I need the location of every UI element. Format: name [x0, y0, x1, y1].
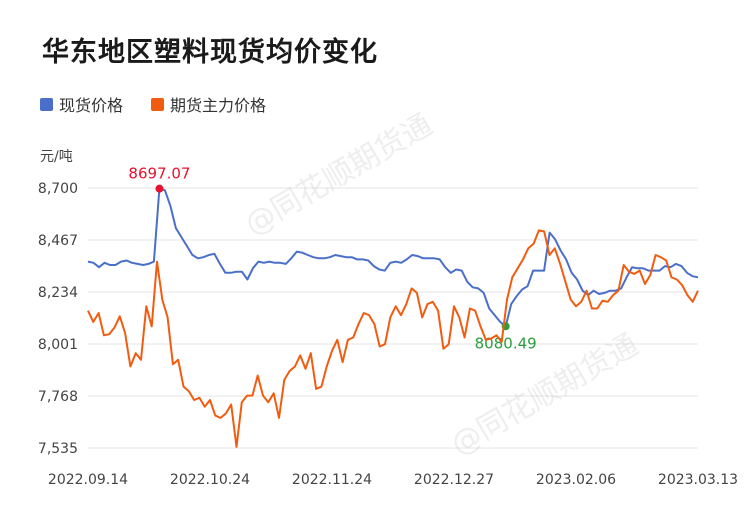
x-tick-label: 2022.10.24 [170, 472, 250, 488]
legend-label-spot: 现货价格 [59, 96, 124, 115]
chart-title: 华东地区塑料现货均价变化 [42, 37, 378, 68]
y-tick-label: 8,700 [38, 181, 78, 197]
legend-label-futures: 期货主力价格 [170, 96, 267, 115]
annotation-label: 8697.07 [128, 165, 190, 183]
x-tick-label: 2023.03.13 [658, 472, 738, 488]
legend-swatch-spot [40, 97, 53, 111]
annotation-marker [155, 184, 164, 193]
series-line-futures [87, 229, 699, 448]
x-tick-label: 2022.11.24 [292, 472, 372, 488]
legend-item-spot[interactable]: 现货价格 [40, 92, 123, 116]
y-tick-label: 7,535 [38, 441, 78, 457]
x-tick-label: 2022.09.14 [48, 472, 128, 488]
series-line-spot [87, 187, 699, 328]
x-tick-label: 2022.12.27 [414, 472, 494, 488]
x-tick-label: 2023.02.06 [536, 472, 616, 488]
legend-swatch-futures [151, 97, 165, 111]
y-tick-label: 8,001 [38, 337, 78, 353]
y-axis-unit: 元/吨 [40, 149, 73, 165]
y-tick-label: 8,234 [38, 285, 78, 301]
y-tick-label: 8,467 [38, 233, 78, 249]
y-tick-label: 7,768 [38, 389, 78, 405]
legend: 现货价格 期货主力价格 [40, 92, 294, 116]
legend-item-futures[interactable]: 期货主力价格 [151, 92, 266, 116]
